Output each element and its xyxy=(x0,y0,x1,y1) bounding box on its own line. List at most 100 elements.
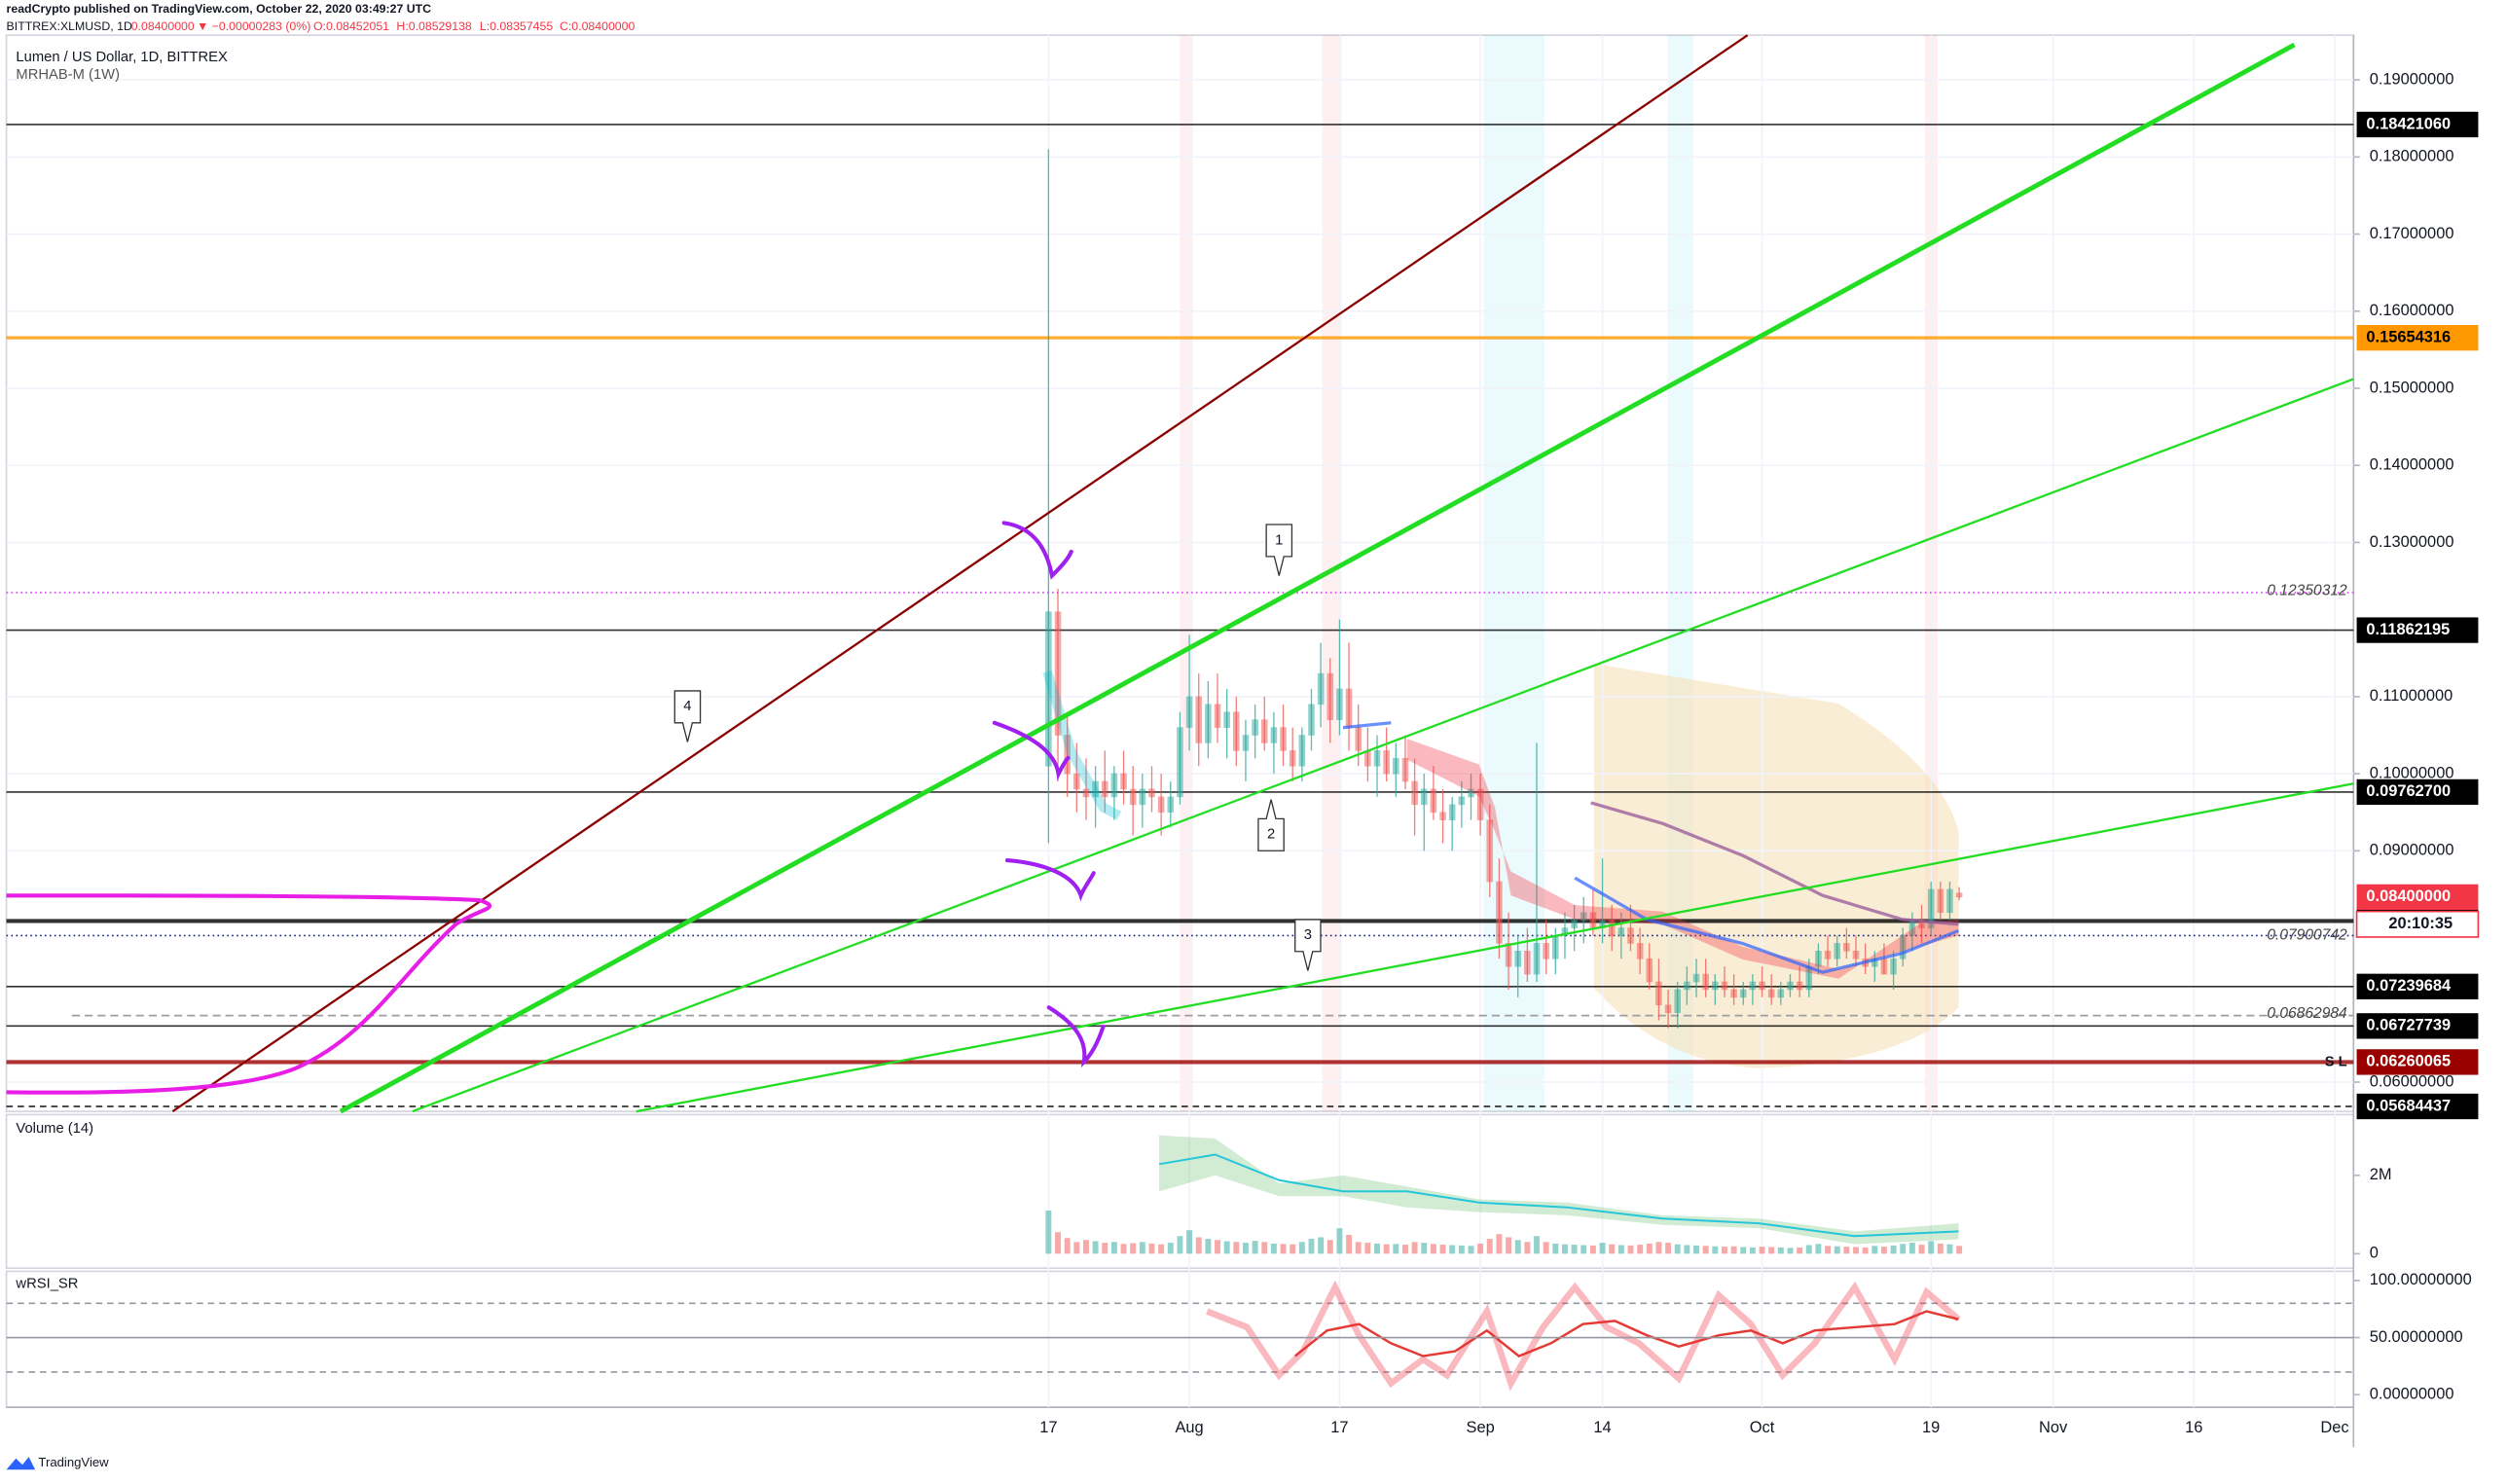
volume-bar xyxy=(1486,1239,1493,1254)
callout: 2 xyxy=(1257,799,1285,851)
volume-bar xyxy=(1918,1245,1925,1254)
callout: 3 xyxy=(1294,919,1322,971)
candle-body xyxy=(1458,796,1466,806)
volume-bar xyxy=(1721,1247,1727,1254)
candle-body xyxy=(1927,888,1935,928)
volume-bar xyxy=(1120,1244,1127,1254)
volume-bar xyxy=(1655,1242,1662,1254)
candle-body xyxy=(1571,920,1578,928)
drawing-g xyxy=(992,521,1106,1068)
x-tick-label: 17 xyxy=(1330,1419,1348,1436)
candle-body xyxy=(1439,812,1446,820)
candle-body xyxy=(1721,981,1728,991)
candle-body xyxy=(1524,950,1531,975)
volume-bar xyxy=(1571,1245,1578,1254)
volume-bar xyxy=(1534,1236,1540,1254)
footer: TradingView xyxy=(38,1455,109,1469)
volume-bar xyxy=(1215,1240,1220,1254)
candle-body xyxy=(1223,711,1230,728)
drawing-path xyxy=(1293,1310,1959,1357)
candle-body xyxy=(1486,819,1494,883)
candle-body xyxy=(1739,989,1747,998)
volume-bar xyxy=(1843,1247,1850,1254)
candle-body xyxy=(1298,735,1306,767)
volume-bar xyxy=(1815,1244,1822,1254)
volume-bar xyxy=(1674,1244,1681,1254)
stop-label: S L xyxy=(2325,1054,2347,1069)
candle-body xyxy=(1355,727,1362,751)
rsi-tick-label: 0.00000000 xyxy=(2370,1386,2454,1403)
volume-bar xyxy=(1937,1243,1944,1254)
x-tick-label: Dec xyxy=(2320,1419,2348,1436)
candle-body xyxy=(1185,696,1193,728)
y-tick-label: 0.19000000 xyxy=(2370,70,2454,88)
candle-body xyxy=(1045,611,1052,767)
drawing-path xyxy=(1046,1005,1106,1068)
candle-body xyxy=(1101,780,1108,798)
drawing-path xyxy=(1001,521,1073,580)
candle-body xyxy=(1533,943,1541,975)
candle-body xyxy=(1767,989,1775,998)
volume-bar xyxy=(1514,1240,1521,1254)
volume-bar xyxy=(1665,1243,1672,1254)
rsi-tick-label: 100.00000000 xyxy=(2370,1271,2472,1288)
candle-body xyxy=(1270,727,1278,743)
candle-body xyxy=(1233,711,1240,751)
volume-bar xyxy=(1506,1237,1512,1254)
volume-bar xyxy=(1543,1242,1549,1254)
symbol: BITTREX:XLMUSD, 1D xyxy=(7,19,132,33)
callout: 4 xyxy=(673,690,702,742)
candle-body xyxy=(1110,773,1118,798)
level-label: 0.11862195 xyxy=(2366,621,2450,638)
callouts: 1 2 3 4 xyxy=(673,524,1322,971)
candle-body xyxy=(1308,704,1315,736)
candle-body xyxy=(1684,981,1690,991)
candle-body xyxy=(1834,943,1840,959)
annotation-label: 0.12350312 xyxy=(2267,582,2347,598)
volume-bar xyxy=(1102,1243,1108,1254)
candle-body xyxy=(1674,989,1681,1014)
y-tick-label: 0.16000000 xyxy=(2370,302,2454,319)
candle-body xyxy=(1476,788,1484,820)
level-box xyxy=(2356,617,2479,643)
level-box xyxy=(2356,973,2479,999)
candle-body xyxy=(1468,788,1474,798)
volume-bar xyxy=(1045,1211,1052,1254)
level-box xyxy=(2356,325,2479,351)
volume-tick-label: 2M xyxy=(2370,1166,2392,1183)
candle-body xyxy=(1205,704,1212,743)
candle-body xyxy=(1496,881,1503,944)
volume-bar xyxy=(1702,1246,1709,1254)
callout-shape xyxy=(1257,799,1285,851)
volume-bar xyxy=(1862,1247,1869,1254)
volume-bar xyxy=(1411,1242,1418,1254)
volume-bar xyxy=(1064,1238,1071,1254)
candle-body xyxy=(1655,981,1662,1006)
candle-body xyxy=(1420,788,1428,806)
volume-bar xyxy=(1336,1228,1343,1254)
drawing-rect xyxy=(1180,35,1193,1112)
volume-bar xyxy=(1787,1248,1794,1254)
candle-body xyxy=(1955,892,1963,898)
volume-bar xyxy=(1712,1246,1719,1254)
volume-bar xyxy=(1908,1243,1915,1254)
drawing-path xyxy=(1593,663,1959,1068)
candle-body xyxy=(1082,788,1090,798)
candle-body xyxy=(1336,688,1343,720)
volume-bar xyxy=(1308,1239,1315,1254)
volume-bar xyxy=(1280,1244,1287,1254)
candle-body xyxy=(1946,888,1953,914)
candle-body xyxy=(1636,943,1644,959)
candle-body xyxy=(1646,958,1653,983)
candle-body xyxy=(1373,750,1381,767)
volume-title: Volume (14) xyxy=(16,1121,93,1137)
rsi-tick-label: 50.00000000 xyxy=(2370,1328,2463,1346)
volume-bar xyxy=(1130,1243,1137,1254)
x-tick-label: 14 xyxy=(1593,1419,1611,1436)
candle-body xyxy=(1608,920,1616,936)
candle-body xyxy=(1252,719,1258,736)
candle-body xyxy=(1139,788,1146,806)
candle-body xyxy=(1815,950,1822,967)
